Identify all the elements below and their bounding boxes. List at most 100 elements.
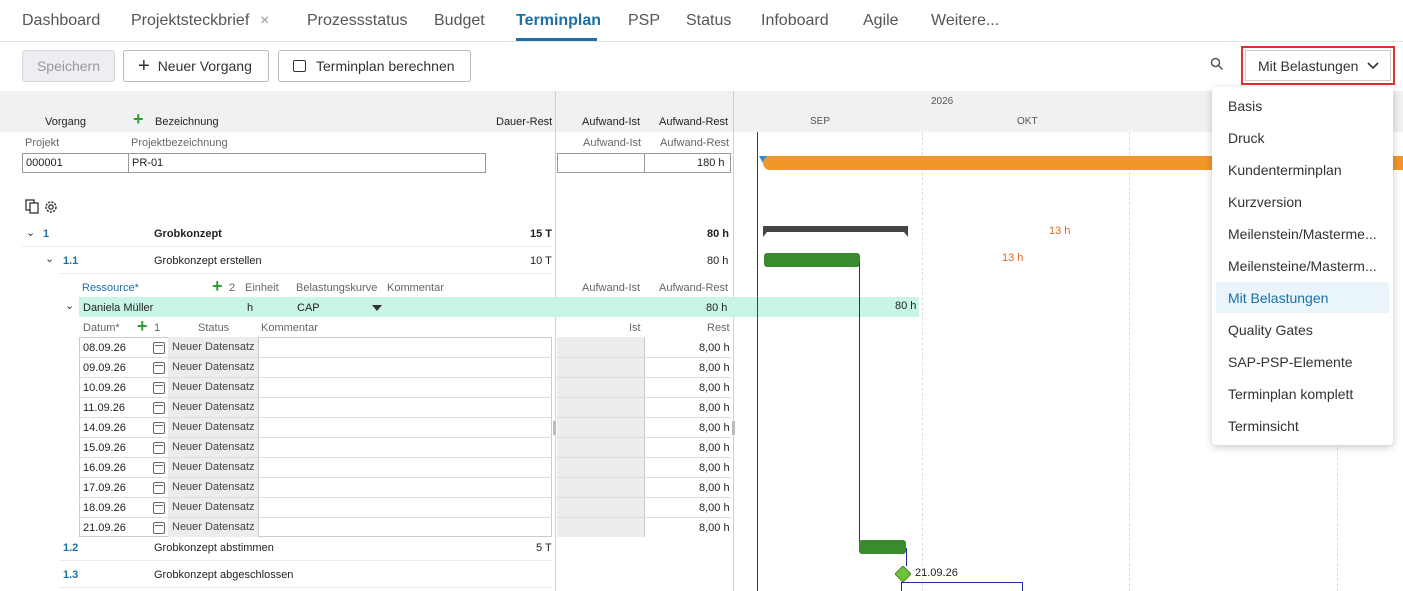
col-aufwand-ist[interactable]: Aufwand-Ist xyxy=(582,282,641,294)
col-datum[interactable]: Datum* xyxy=(83,322,120,334)
dropdown-option[interactable]: Meilensteine/Masterm... xyxy=(1228,257,1377,274)
search-icon[interactable] xyxy=(1210,57,1224,71)
task-name[interactable]: Grobkonzept erstellen xyxy=(154,255,262,267)
col-bezeichnung[interactable]: Bezeichnung xyxy=(155,116,219,128)
calendar-icon[interactable] xyxy=(153,342,165,354)
task-name[interactable]: Grobkonzept abgeschlossen xyxy=(154,569,294,581)
tab-status[interactable]: Status xyxy=(686,12,732,29)
resource-einheit[interactable]: h xyxy=(247,302,254,314)
calendar-icon[interactable] xyxy=(153,462,165,474)
copy-icon[interactable] xyxy=(25,199,39,214)
tab-prozessstatus[interactable]: Prozessstatus xyxy=(307,12,408,29)
date-cell[interactable]: 10.09.26 xyxy=(83,382,126,394)
date-cell[interactable]: 11.09.26 xyxy=(83,402,126,414)
task-id[interactable]: 1 xyxy=(43,228,50,240)
task-bar[interactable] xyxy=(859,540,906,554)
col-kommentar[interactable]: Kommentar xyxy=(387,282,444,294)
chevron-down-icon[interactable]: ⌄ xyxy=(26,227,36,239)
task-id[interactable]: 1.1 xyxy=(63,255,79,267)
calendar-icon[interactable] xyxy=(153,522,165,534)
date-cell[interactable]: 21.09.26 xyxy=(83,522,126,534)
col-kommentar[interactable]: Kommentar xyxy=(261,322,318,334)
dropdown-option[interactable]: SAP-PSP-Elemente xyxy=(1228,353,1353,370)
dropdown-option[interactable]: Kundenterminplan xyxy=(1228,161,1342,178)
projekt-field[interactable]: 000001 xyxy=(26,157,63,169)
dropdown-option[interactable]: Quality Gates xyxy=(1228,321,1313,338)
resource-row[interactable] xyxy=(79,297,919,317)
task-name[interactable]: Grobkonzept abstimmen xyxy=(154,542,274,554)
chevron-down-icon[interactable]: ⌄ xyxy=(65,300,75,312)
tab-budget[interactable]: Budget xyxy=(434,12,485,29)
chevron-down-icon[interactable]: ⌄ xyxy=(45,253,55,265)
add-icon[interactable]: + xyxy=(133,109,144,129)
calendar-icon[interactable] xyxy=(153,382,165,394)
rest-cell[interactable]: 8,00 h xyxy=(699,422,730,434)
dropdown-option[interactable]: Terminsicht xyxy=(1228,417,1299,434)
add-date-icon[interactable]: + xyxy=(137,316,148,336)
tab-projektsteckbrief[interactable]: Projektsteckbrief xyxy=(131,12,250,29)
dropdown-option[interactable]: Mit Belastungen xyxy=(1216,282,1389,313)
col-aufwand-rest[interactable]: Aufwand-Rest xyxy=(659,282,729,294)
tab-weitere[interactable]: Weitere... xyxy=(931,12,1000,29)
col-status[interactable]: Status xyxy=(198,322,230,334)
col-rest[interactable]: Rest xyxy=(707,322,730,334)
calculate-schedule-button[interactable]: Terminplan berechnen xyxy=(278,50,471,82)
rest-cell[interactable]: 8,00 h xyxy=(699,522,730,534)
tab-agile[interactable]: Agile xyxy=(863,12,899,29)
view-select[interactable]: Mit Belastungen xyxy=(1245,50,1391,81)
dropdown-option[interactable]: Basis xyxy=(1228,97,1263,114)
grid-splitter-1[interactable] xyxy=(555,91,556,591)
col-vorgang[interactable]: Vorgang xyxy=(45,116,86,128)
task-id[interactable]: 1.3 xyxy=(63,569,79,581)
dropdown-arrow-icon[interactable] xyxy=(372,305,382,311)
tab-psp[interactable]: PSP xyxy=(628,12,661,29)
summary-bar[interactable] xyxy=(763,226,908,238)
col-dauer-rest[interactable]: Dauer-Rest xyxy=(496,116,553,128)
splitter-handle[interactable] xyxy=(732,421,735,435)
dropdown-option[interactable]: Kurzversion xyxy=(1228,193,1302,210)
rest-cell[interactable]: 8,00 h xyxy=(699,482,730,494)
col-belastungskurve[interactable]: Belastungskurve xyxy=(296,282,378,294)
date-cell[interactable]: 15.09.26 xyxy=(83,442,126,454)
gear-icon[interactable] xyxy=(43,199,59,215)
save-button[interactable]: Speichern xyxy=(22,50,115,82)
date-cell[interactable]: 18.09.26 xyxy=(83,502,126,514)
col-aufwand-rest[interactable]: Aufwand-Rest xyxy=(659,116,729,128)
calendar-icon[interactable] xyxy=(153,362,165,374)
calendar-icon[interactable] xyxy=(153,422,165,434)
resource-name[interactable]: Daniela Müller xyxy=(83,302,154,314)
date-cell[interactable]: 17.09.26 xyxy=(83,482,126,494)
col-einheit[interactable]: Einheit xyxy=(245,282,279,294)
rest-cell[interactable]: 8,00 h xyxy=(699,402,730,414)
rest-cell[interactable]: 8,00 h xyxy=(699,362,730,374)
rest-cell[interactable]: 8,00 h xyxy=(699,462,730,474)
rest-cell[interactable]: 8,00 h xyxy=(699,382,730,394)
calendar-icon[interactable] xyxy=(153,482,165,494)
grid-splitter-2[interactable] xyxy=(733,91,734,591)
task-name[interactable]: Grobkonzept xyxy=(154,228,222,240)
projektbezeichnung-field[interactable]: PR-01 xyxy=(132,157,164,169)
date-cell[interactable]: 08.09.26 xyxy=(83,342,126,354)
add-resource-icon[interactable]: + xyxy=(212,276,223,296)
tab-terminplan[interactable]: Terminplan xyxy=(516,12,602,29)
tab-dashboard[interactable]: Dashboard xyxy=(22,12,101,29)
project-aufwand-rest[interactable]: 180 h xyxy=(697,157,725,169)
date-cell[interactable]: 16.09.26 xyxy=(83,462,126,474)
rest-cell[interactable]: 8,00 h xyxy=(699,342,730,354)
calendar-icon[interactable] xyxy=(153,402,165,414)
calendar-icon[interactable] xyxy=(153,442,165,454)
close-icon[interactable]: × xyxy=(260,12,270,29)
task-bar[interactable] xyxy=(764,253,860,267)
rest-cell[interactable]: 8,00 h xyxy=(699,442,730,454)
date-cell[interactable]: 09.09.26 xyxy=(83,362,126,374)
new-task-button[interactable]: + Neuer Vorgang xyxy=(123,50,269,82)
col-ist[interactable]: Ist xyxy=(629,322,641,334)
rest-cell[interactable]: 8,00 h xyxy=(699,502,730,514)
resource-kurve[interactable]: CAP xyxy=(297,302,320,314)
dropdown-option[interactable]: Terminplan komplett xyxy=(1228,385,1354,402)
date-cell[interactable]: 14.09.26 xyxy=(83,422,126,434)
tab-infoboard[interactable]: Infoboard xyxy=(761,12,829,29)
calendar-icon[interactable] xyxy=(153,502,165,514)
milestone-icon[interactable] xyxy=(895,566,911,582)
dropdown-option[interactable]: Meilenstein/Masterme... xyxy=(1228,225,1377,242)
